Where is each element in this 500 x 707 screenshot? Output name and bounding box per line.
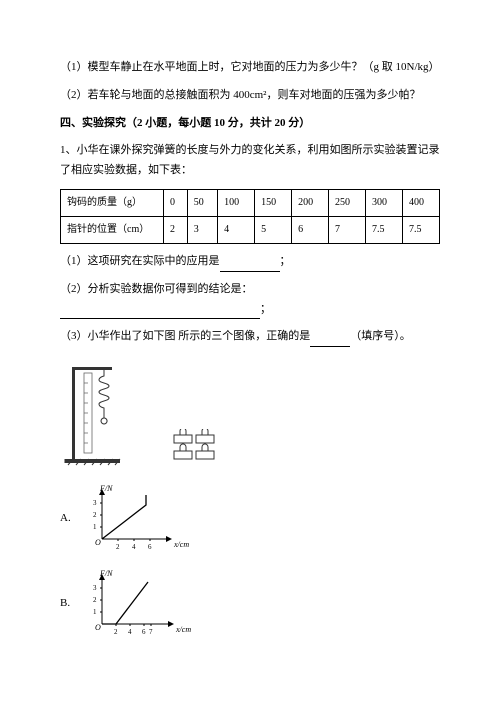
text: （1）这项研究在实际中的应用是 — [60, 255, 220, 267]
chart-option-b: B. F/N x/cm O 1 2 3 2 4 6 7 — [60, 566, 440, 641]
fill-blank[interactable] — [220, 259, 280, 272]
svg-text:2: 2 — [93, 596, 97, 604]
svg-text:1: 1 — [93, 523, 97, 531]
text: ； — [280, 255, 291, 267]
svg-text:2: 2 — [93, 511, 97, 519]
svg-text:2: 2 — [114, 628, 118, 636]
row-label: 指针的位置（cm） — [61, 216, 164, 243]
option-label: B. — [60, 594, 74, 614]
text: （3）小华作出了如下图 所示的三个图像，正确的是 — [60, 330, 310, 342]
svg-text:6: 6 — [142, 628, 146, 636]
cell: 50 — [187, 189, 217, 216]
svg-text:O: O — [95, 538, 101, 547]
x-axis-label: x/cm — [173, 540, 189, 549]
cell: 6 — [292, 216, 329, 243]
question-1: （1）模型车静止在水平地面上时，它对地面的压力为多少牛？（g 取 10N/kg） — [60, 58, 440, 78]
text: ； — [260, 303, 271, 315]
svg-text:3: 3 — [93, 584, 97, 592]
svg-text:2: 2 — [116, 543, 120, 551]
question-2: （2）若车轮与地面的总接触面积为 400cm²，则车对地面的压强为多少帕？ — [60, 86, 440, 106]
apparatus-figure — [60, 359, 440, 469]
sub-question-1: （1）这项研究在实际中的应用是 ； — [60, 252, 440, 272]
option-label: A. — [60, 509, 74, 529]
cell: 2 — [164, 216, 188, 243]
svg-text:O: O — [95, 623, 101, 632]
weights-icon — [170, 429, 230, 469]
svg-text:7: 7 — [149, 628, 153, 636]
svg-text:1: 1 — [93, 608, 97, 616]
cell: 300 — [366, 189, 403, 216]
text: （2）分析实验数据你可得到的结论是： — [60, 283, 253, 295]
fill-blank[interactable] — [310, 334, 350, 347]
chart-b-svg: F/N x/cm O 1 2 3 2 4 6 7 — [84, 566, 194, 641]
cell: 0 — [164, 189, 188, 216]
text: （填序号）。 — [350, 330, 411, 342]
cell: 150 — [255, 189, 292, 216]
cell: 4 — [218, 216, 255, 243]
row-label: 钩码的质量（g） — [61, 189, 164, 216]
spring-stand-icon — [60, 359, 150, 469]
experiment-intro: 1、小华在课外探究弹簧的长度与外力的变化关系，利用如图所示实验装置记录了相应实验… — [60, 141, 440, 181]
sub-question-2: （2）分析实验数据你可得到的结论是： ； — [60, 280, 440, 320]
cell: 7.5 — [402, 216, 439, 243]
table-row: 钩码的质量（g） 0 50 100 150 200 250 300 400 — [61, 189, 440, 216]
cell: 7 — [329, 216, 366, 243]
cell: 200 — [292, 189, 329, 216]
table-row: 指针的位置（cm） 2 3 4 5 6 7 7.5 7.5 — [61, 216, 440, 243]
svg-text:4: 4 — [128, 628, 132, 636]
svg-text:3: 3 — [93, 499, 97, 507]
svg-text:6: 6 — [148, 543, 152, 551]
cell: 5 — [255, 216, 292, 243]
svg-text:4: 4 — [132, 543, 136, 551]
cell: 7.5 — [366, 216, 403, 243]
cell: 250 — [329, 189, 366, 216]
sub-question-3: （3）小华作出了如下图 所示的三个图像，正确的是 （填序号）。 — [60, 327, 440, 347]
section-heading: 四、实验探究（2 小题，每小题 10 分，共计 20 分） — [60, 114, 440, 134]
data-table: 钩码的质量（g） 0 50 100 150 200 250 300 400 指针… — [60, 189, 440, 244]
x-axis-label: x/cm — [175, 625, 191, 634]
chart-option-a: A. F/N x/cm O 1 2 3 2 4 6 — [60, 481, 440, 556]
fill-blank[interactable] — [60, 306, 260, 319]
cell: 100 — [218, 189, 255, 216]
cell: 3 — [187, 216, 217, 243]
cell: 400 — [402, 189, 439, 216]
chart-a-svg: F/N x/cm O 1 2 3 2 4 6 — [84, 481, 194, 556]
